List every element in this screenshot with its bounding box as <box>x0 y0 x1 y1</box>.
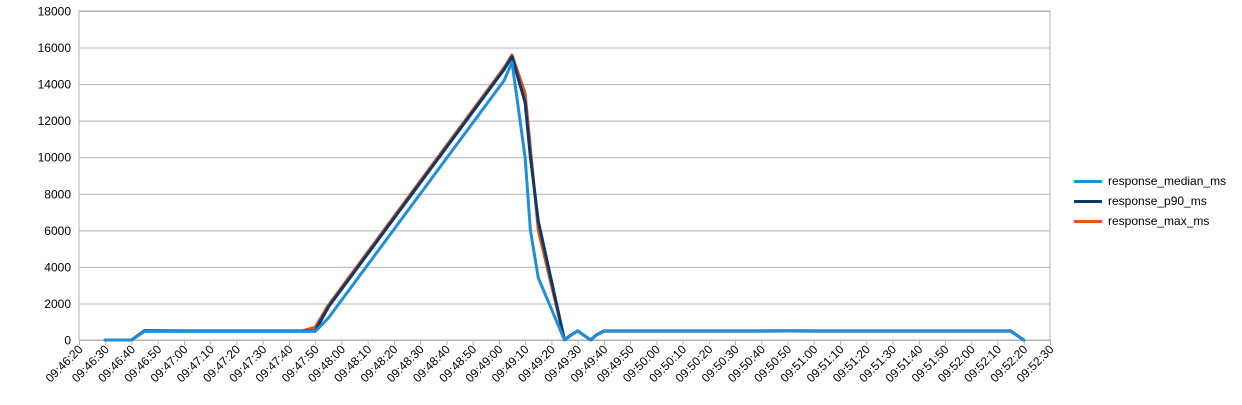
legend-item-max: response_max_ms <box>1074 211 1226 231</box>
series-layer <box>103 53 1026 342</box>
y-tick-label: 18000 <box>38 5 72 19</box>
plot-frame <box>78 10 1051 341</box>
legend-item-p90: response_p90_ms <box>1074 191 1226 211</box>
legend-label-max: response_max_ms <box>1108 214 1210 228</box>
y-tick-label: 6000 <box>44 224 71 238</box>
legend-item-median: response_median_ms <box>1074 171 1226 191</box>
legend-swatch-median <box>1074 179 1102 183</box>
y-tick-label: 12000 <box>38 114 72 128</box>
grid-layer <box>78 10 1051 341</box>
y-tick-label: 14000 <box>38 78 72 92</box>
y-tick-label: 2000 <box>44 297 71 311</box>
series-line-response-median-ms <box>103 60 1026 342</box>
y-tick-label: 16000 <box>38 41 72 55</box>
legend-label-p90: response_p90_ms <box>1108 194 1207 208</box>
axis-layer: 0 2000 4000 6000 8000 10000 12000 14000 16000 180… <box>38 5 1057 386</box>
y-tick-label: 4000 <box>44 260 71 274</box>
legend-label-median: response_median_ms <box>1108 174 1227 188</box>
y-tick-label: 8000 <box>44 187 71 201</box>
legend-swatch-p90 <box>1074 199 1102 203</box>
y-tick-label: 10000 <box>38 151 72 165</box>
legend-swatch-max <box>1074 219 1102 223</box>
legend: response_median_ms response_p90_ms respo… <box>1074 171 1226 231</box>
y-tick-label: 0 <box>64 334 71 348</box>
series-line-response-max-ms <box>103 53 1026 342</box>
series-line-response-p90-ms <box>103 55 1026 342</box>
